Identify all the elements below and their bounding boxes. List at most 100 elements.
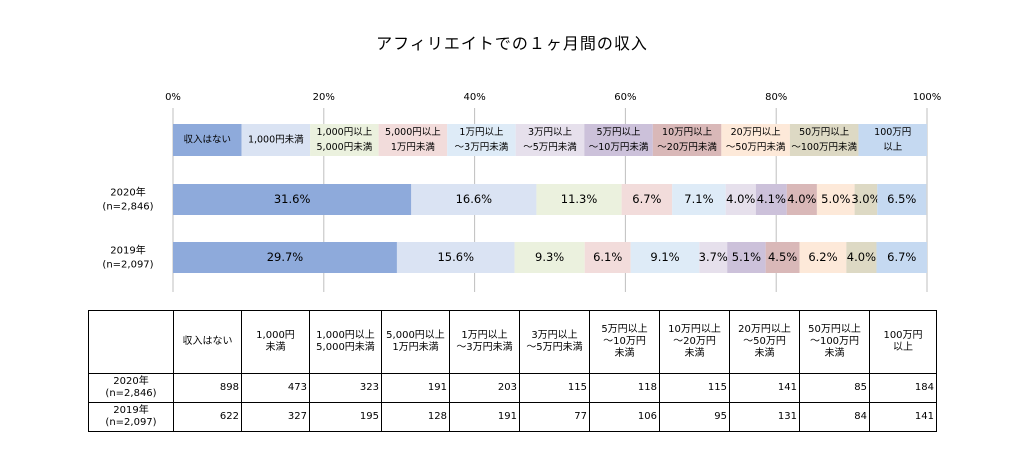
table-cell: 115 [519, 373, 590, 403]
legend-swatch [789, 124, 859, 156]
data-label: 6.7% [887, 250, 916, 264]
x-tick-label: 100% [913, 92, 942, 103]
table-cell: 327 [241, 402, 310, 432]
data-table: 収入はない 1,000円 未満 1,000円以上 5,000円未満 5,000円以上 1万円… [88, 310, 937, 432]
bar-segment [786, 184, 817, 215]
legend-label: 10万円以上～20万円未満 [657, 127, 717, 153]
table-cell: 128 [381, 402, 450, 432]
bar-segment [755, 184, 787, 215]
table-cell: 85 [799, 373, 870, 403]
x-tick-label: 80% [765, 92, 787, 103]
table-cell: 141 [729, 373, 800, 403]
table-cell: 195 [309, 402, 382, 432]
table-cell: 191 [381, 373, 450, 403]
data-label: 4.5% [768, 250, 797, 264]
legend-swatch [858, 124, 927, 156]
legend-swatch [378, 124, 448, 156]
table-column-header: 10万円以上 ～20万円 未満 [659, 310, 730, 374]
table-cell: 203 [449, 373, 520, 403]
data-label: 29.7% [267, 250, 304, 264]
legend-label: 5,000円以上 1万円未満 [385, 127, 441, 153]
x-tick-label: 40% [463, 92, 485, 103]
bar-segment [727, 242, 766, 273]
table-header-row: 収入はない 1,000円 未満 1,000円以上 5,000円未満 5,000円以上 1万円… [88, 310, 937, 374]
legend-label: 5万円以上～10万円未満 [589, 127, 649, 153]
data-label: 31.6% [274, 192, 311, 206]
data-label: 4.0% [726, 192, 755, 206]
x-tick-label: 60% [614, 92, 636, 103]
bar-segment [876, 242, 927, 273]
table-cell: 141 [869, 402, 937, 432]
x-tick-label: 0% [165, 92, 181, 103]
legend-swatch [241, 124, 311, 156]
data-label: 4.0% [787, 192, 816, 206]
table-column-header: 5,000円以上 1万円未満 [381, 310, 450, 374]
table-column-header: 収入はない [173, 310, 242, 374]
table-column-header: 1,000円 未満 [241, 310, 310, 374]
legend-label: 1万円以上～3万円未満 [455, 127, 509, 153]
bar-segment [584, 242, 631, 273]
table-cell: 191 [449, 402, 520, 432]
legend-swatch [652, 124, 722, 156]
table-cell: 323 [309, 373, 382, 403]
chart-title: アフィリエイトでの１ヶ月間の収入 [376, 34, 648, 53]
table-cell: 184 [869, 373, 937, 403]
table-cell: 622 [173, 402, 242, 432]
data-label: 7.1% [684, 192, 713, 206]
table-column-header: 3万円以上 ～5万円未満 [519, 310, 590, 374]
bar-segment [630, 242, 700, 273]
legend-label: 100万円以上 [874, 127, 911, 153]
table-column-header: 20万円以上 ～50万円 未満 [729, 310, 800, 374]
table-row-label: 2019年 (n=2,097) [88, 402, 174, 432]
legend-swatch [173, 124, 242, 156]
bar-segment [854, 184, 878, 215]
table-column-header: 50万円以上 ～100万円 未満 [799, 310, 870, 374]
legend-swatch [721, 124, 790, 156]
bar-segment [877, 184, 927, 215]
bar-segment [846, 242, 877, 273]
legend-swatch [310, 124, 379, 156]
data-label: 6.1% [593, 250, 622, 264]
data-label: 16.6% [456, 192, 493, 206]
table-column-header: 1,000円以上 5,000円未満 [309, 310, 382, 374]
data-label: 4.1% [757, 192, 786, 206]
legend-label: 50万円以上～100万円未満 [791, 127, 857, 153]
data-label: 6.2% [808, 250, 837, 264]
data-label: 5.1% [732, 250, 761, 264]
data-label: 3.7% [699, 250, 728, 264]
table-corner-cell [88, 310, 174, 374]
bar-segment [514, 242, 585, 273]
data-label: 9.3% [535, 250, 564, 264]
table-cell: 106 [589, 402, 660, 432]
table-cell: 115 [659, 373, 730, 403]
table-row: 2020年 (n=2,846) 898 473 323 191 203 115 118 115 14… [88, 373, 937, 403]
table-cell: 131 [729, 402, 800, 432]
bar-segment [799, 242, 847, 273]
stacked-bar-chart: 0% 20% 40% 60% 80% 100% 収入はない 1,000円未満 1,000円以上 5… [102, 92, 942, 292]
table-cell: 84 [799, 402, 870, 432]
legend-swatch [515, 124, 585, 156]
table-column-header: 5万円以上 ～10万円 未満 [589, 310, 660, 374]
table-row-label: 2020年 (n=2,846) [88, 373, 174, 403]
table-cell: 898 [173, 373, 242, 403]
legend-label: 1,000円未満 [248, 134, 304, 146]
table-cell: 77 [519, 402, 590, 432]
data-label: 15.6% [437, 250, 474, 264]
legend-swatch [584, 124, 653, 156]
bar-segment [699, 242, 728, 273]
data-label: 9.1% [650, 250, 679, 264]
x-tick-label: 20% [313, 92, 335, 103]
bar-segment [621, 184, 673, 215]
bar-segment [725, 184, 756, 215]
table-cell: 118 [589, 373, 660, 403]
bar-segment [173, 184, 412, 215]
legend-swatch [447, 124, 516, 156]
data-label: 3.0% [851, 192, 880, 206]
data-label: 5.0% [821, 192, 850, 206]
bar-segment [411, 184, 537, 215]
data-label: 11.3% [561, 192, 598, 206]
bar-segment [816, 184, 855, 215]
legend-label: 20万円以上～50万円未満 [726, 127, 786, 153]
table-cell: 95 [659, 402, 730, 432]
legend-label: 収入はない [184, 134, 232, 146]
